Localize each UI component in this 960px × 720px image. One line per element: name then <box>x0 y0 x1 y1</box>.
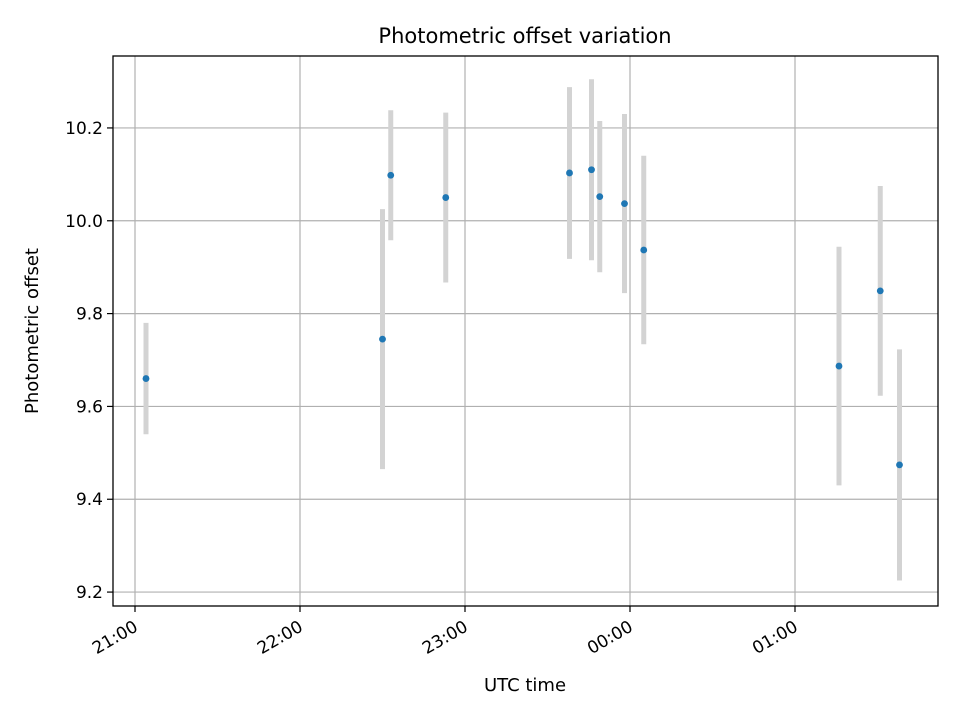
data-point <box>387 171 395 179</box>
data-point <box>876 287 884 295</box>
data-point <box>835 362 843 370</box>
data-point <box>379 335 386 343</box>
data-point <box>442 194 450 201</box>
data-point <box>588 166 595 174</box>
y-tick-label: 9.4 <box>76 490 103 510</box>
data-point <box>896 461 903 469</box>
y-tick-label: 10.0 <box>65 212 103 232</box>
y-axis-label: Photometric offset <box>22 248 43 414</box>
y-tick-label: 9.2 <box>76 583 103 603</box>
chart-title: Photometric offset variation <box>378 24 671 48</box>
grid <box>113 56 938 606</box>
data-point <box>621 200 628 207</box>
data-points <box>142 166 903 469</box>
y-tick-label: 10.2 <box>65 119 103 139</box>
data-point <box>142 375 150 382</box>
data-point <box>640 246 648 254</box>
plot-frame <box>112 55 939 607</box>
x-axis-label: UTC time <box>484 675 566 696</box>
y-tick-label: 9.8 <box>76 305 103 325</box>
y-tick-label: 9.6 <box>76 397 103 417</box>
data-point <box>596 193 604 201</box>
data-point <box>566 169 573 177</box>
